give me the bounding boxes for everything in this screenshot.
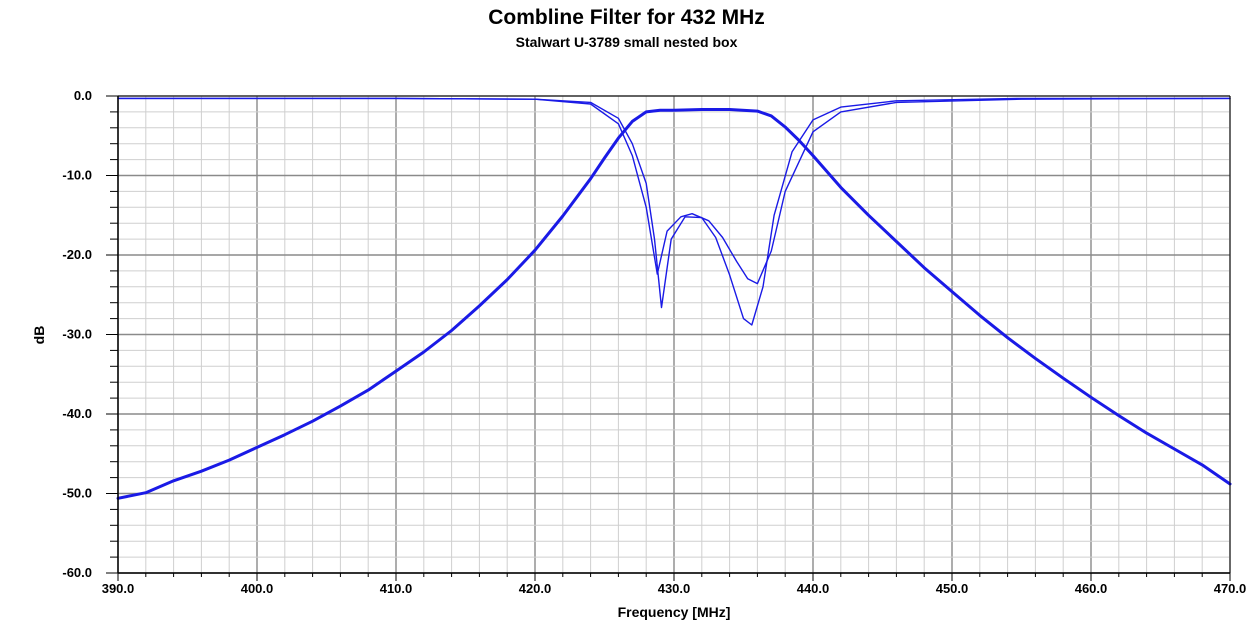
y-tick-label: -10.0 — [62, 168, 92, 183]
y-tick-labels: 0.0 -10.0 -20.0 -30.0 -40.0 -50.0 -60.0 — [62, 88, 92, 580]
y-tick-label: -30.0 — [62, 327, 92, 342]
y-tick-label: -20.0 — [62, 247, 92, 262]
series-line-return-loss — [117, 97, 1231, 326]
y-tick-label: -40.0 — [62, 406, 92, 421]
x-tick-label: 420.0 — [519, 581, 552, 596]
y-tick-label: 0.0 — [74, 88, 92, 103]
series-line-return-loss — [117, 97, 1231, 285]
series-group — [116, 97, 1232, 500]
x-tick-label: 440.0 — [797, 581, 830, 596]
x-tick-label: 410.0 — [380, 581, 413, 596]
x-tick-label: 390.0 — [102, 581, 135, 596]
x-tick-label: 470.0 — [1214, 581, 1247, 596]
x-tick-labels: 390.0 400.0 410.0 420.0 430.0 440.0 450.0 460.0… — [102, 581, 1247, 596]
chart-subtitle: Stalwart U-3789 small nested box — [515, 34, 738, 50]
axes — [106, 95, 1231, 581]
chart-title: Combline Filter for 432 MHz — [488, 6, 765, 29]
x-tick-label: 400.0 — [241, 581, 274, 596]
x-tick-label: 430.0 — [658, 581, 691, 596]
grid — [117, 95, 1231, 574]
x-tick-label: 460.0 — [1075, 581, 1108, 596]
y-tick-label: -60.0 — [62, 565, 92, 580]
x-axis-title: Frequency [MHz] — [618, 604, 731, 620]
x-tick-label: 450.0 — [936, 581, 969, 596]
series-line-insertion-loss — [116, 108, 1232, 500]
y-axis-title: dB — [31, 326, 47, 345]
y-tick-label: -50.0 — [62, 486, 92, 501]
